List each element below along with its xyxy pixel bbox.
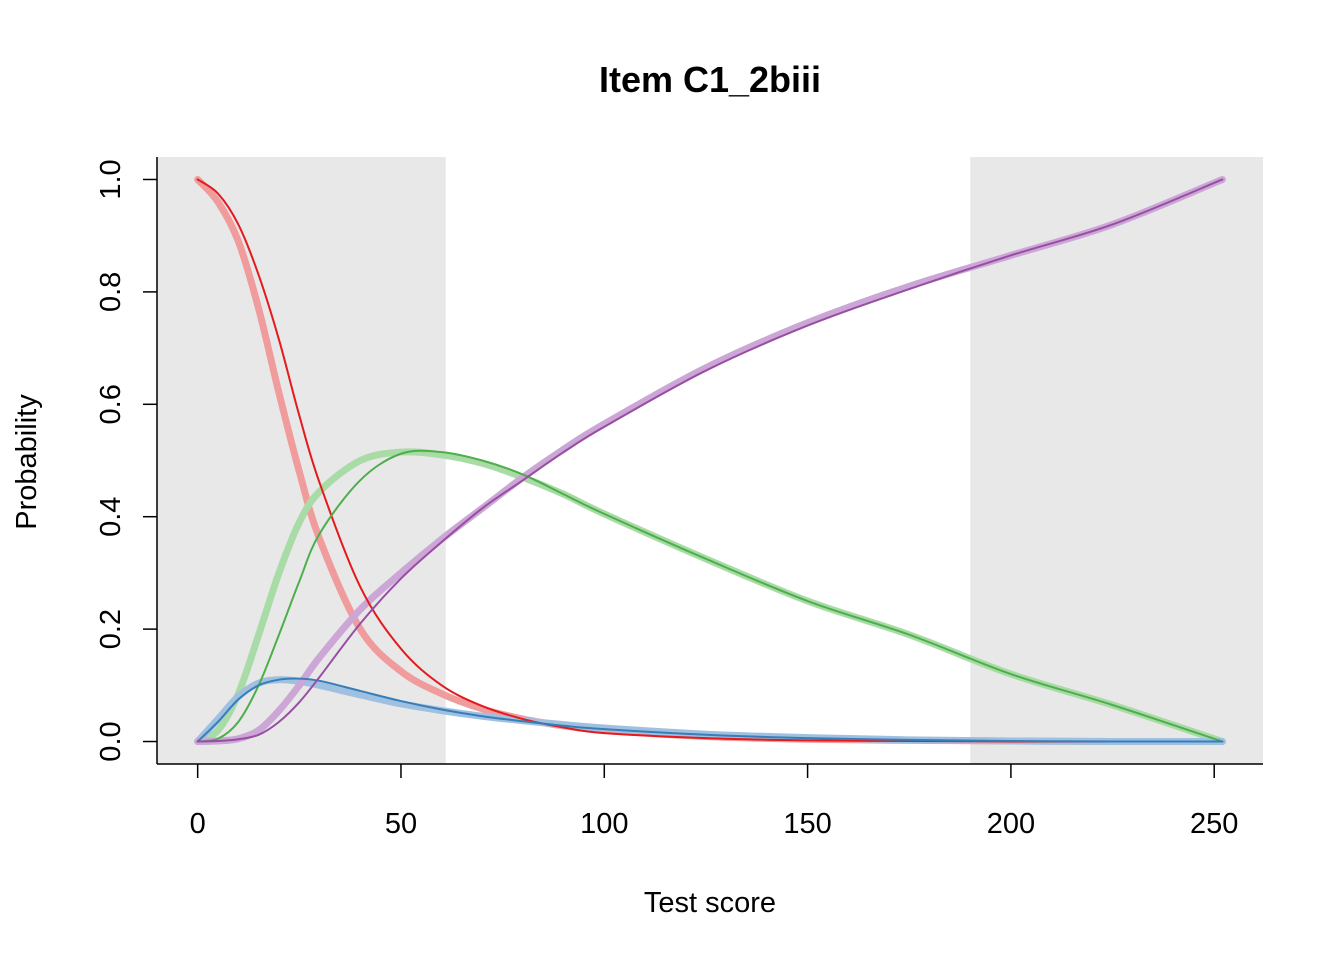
x-tick-label: 100 [580, 808, 628, 840]
series-line-4 [196, 677, 1224, 743]
series-line-0 [196, 178, 1224, 743]
y-tick-label: 0.8 [95, 272, 127, 312]
y-ticks: 0.0 0.2 0.4 0.6 0.8 1.0 [95, 159, 157, 762]
y-tick-label: 0.2 [95, 609, 127, 649]
x-axis-label: Test score [644, 887, 776, 919]
axes [156, 157, 1263, 765]
chart-title: Item C1_2biii [599, 59, 821, 100]
x-tick-label: 0 [190, 808, 206, 840]
shaded-region-0 [157, 157, 446, 764]
x-tick-label: 250 [1190, 808, 1238, 840]
series-line-2 [196, 449, 1224, 743]
shaded-region-1 [970, 157, 1263, 764]
shaded-regions [157, 157, 1263, 764]
x-ticks: 0 50 100 150 200 250 [190, 764, 1238, 840]
x-tick-label: 50 [385, 808, 417, 840]
y-tick-label: 0.0 [95, 721, 127, 761]
series-lines [194, 175, 1226, 746]
series-line-6 [196, 178, 1224, 743]
y-tick-label: 0.4 [95, 497, 127, 537]
y-axis-label: Probability [11, 394, 43, 530]
x-tick-label: 150 [783, 808, 831, 840]
y-tick-label: 0.6 [95, 384, 127, 424]
x-tick-label: 200 [987, 808, 1035, 840]
y-tick-label: 1.0 [95, 159, 127, 199]
